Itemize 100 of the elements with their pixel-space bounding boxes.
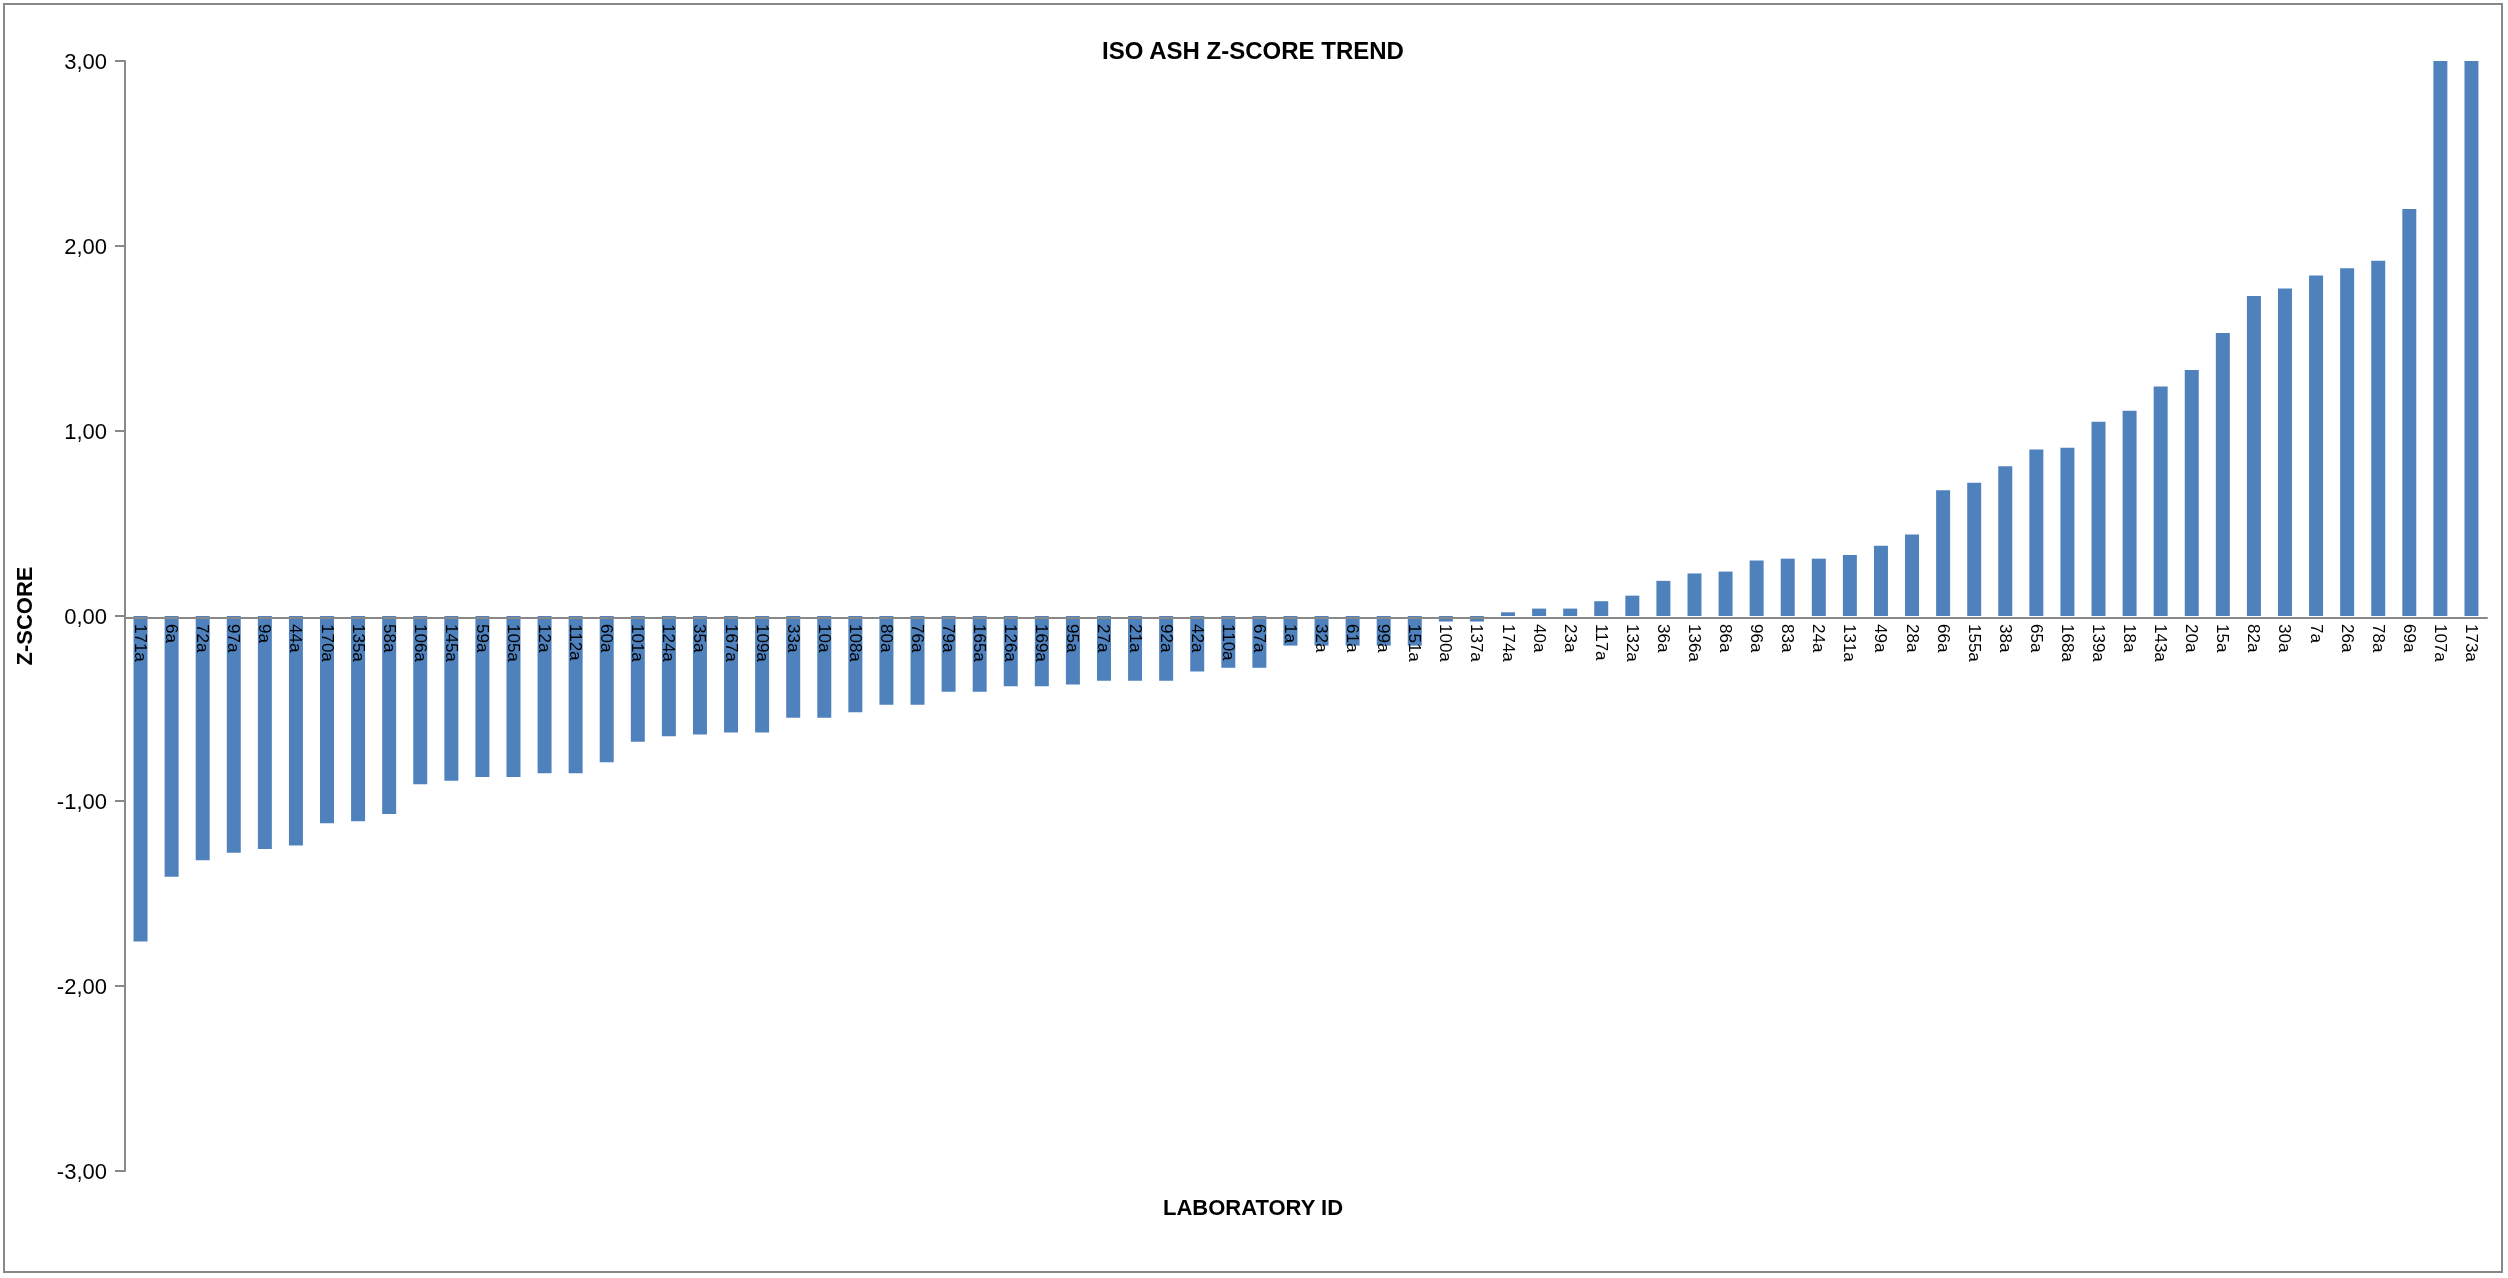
x-tick-label: 79a	[939, 624, 959, 653]
x-tick-label: 40a	[1529, 624, 1549, 653]
x-tick-label: 174a	[1498, 624, 1518, 663]
bar	[288, 616, 303, 846]
x-tick-label: 135a	[348, 624, 368, 663]
bar	[351, 616, 366, 822]
bar	[1749, 560, 1764, 616]
bar	[1656, 580, 1671, 616]
bar	[2277, 288, 2292, 616]
x-tick-label: 131a	[1840, 624, 1860, 663]
bar	[226, 616, 241, 853]
x-tick-label: 42a	[1187, 624, 1207, 653]
bar	[133, 616, 148, 942]
bar	[2060, 447, 2075, 616]
y-tick-label: -2,00	[56, 973, 107, 999]
x-tick-label: 167a	[721, 624, 741, 663]
x-tick-label: 66a	[1933, 624, 1953, 653]
bar	[2122, 410, 2137, 616]
x-tick-label: 171a	[131, 624, 151, 663]
bar	[2433, 61, 2448, 616]
y-axis-title: Z-SCORE	[11, 566, 37, 666]
x-tick-label: 32a	[1312, 624, 1332, 653]
bar	[2215, 332, 2230, 616]
x-tick-label: 6a	[162, 624, 182, 644]
x-tick-label: 23a	[1560, 624, 1580, 653]
x-tick-label: 139a	[2089, 624, 2109, 663]
x-tick-label: 109a	[752, 624, 772, 663]
bar	[2340, 268, 2355, 616]
x-tick-label: 44a	[286, 624, 306, 653]
x-tick-label: 83a	[1778, 624, 1798, 653]
x-tick-label: 110a	[1218, 624, 1238, 662]
x-tick-label: 169a	[1032, 624, 1052, 663]
bar	[1687, 573, 1702, 616]
x-tick-label: 105a	[503, 624, 523, 663]
x-tick-label: 165a	[970, 624, 990, 663]
y-tick-label: 1,00	[64, 418, 107, 444]
bar	[1905, 534, 1920, 616]
x-tick-label: 143a	[2151, 624, 2171, 663]
y-tick-label: -3,00	[56, 1158, 107, 1184]
x-tick-label: 80a	[876, 624, 896, 653]
x-tick-label: 21a	[1125, 624, 1145, 653]
x-tick-label: 30a	[2275, 624, 2295, 653]
chart-title: ISO ASH Z-SCORE TREND	[1102, 36, 1404, 64]
x-axis-title: LABORATORY ID	[1162, 1194, 1344, 1220]
x-tick-label: 7a	[2306, 624, 2326, 644]
x-tick-label: 15a	[2213, 624, 2233, 653]
x-tick-label: 173a	[2461, 624, 2481, 663]
bar	[257, 616, 272, 850]
x-tick-label: 60a	[597, 624, 617, 653]
bar	[2464, 61, 2479, 616]
bar	[1501, 612, 1516, 616]
bar	[1780, 558, 1795, 616]
y-tick-label: 0,00	[64, 603, 107, 629]
x-tick-label: 12a	[535, 624, 555, 653]
bar	[2371, 260, 2386, 616]
bar	[2246, 295, 2261, 616]
bar	[2091, 421, 2106, 616]
x-tick-label: 72a	[193, 624, 213, 653]
y-tick-label: 2,00	[64, 233, 107, 259]
x-tick-label: 126a	[1001, 624, 1021, 663]
bar	[1563, 608, 1578, 616]
bar	[1873, 545, 1888, 616]
x-tick-label: 97a	[224, 624, 244, 653]
x-tick-label: 170a	[317, 624, 337, 663]
x-tick-label: 124a	[659, 624, 679, 663]
x-tick-label: 1a	[1280, 624, 1300, 644]
x-tick-label: 137a	[1467, 624, 1487, 663]
bar	[1967, 482, 1982, 616]
bar	[2309, 275, 2324, 616]
bar	[1811, 558, 1826, 616]
x-tick-label: 59a	[472, 624, 492, 653]
x-tick-label: 38a	[1995, 624, 2015, 653]
x-tick-label: 35a	[690, 624, 710, 653]
x-tick-label: 33a	[783, 624, 803, 653]
x-tick-label: 96a	[1747, 624, 1767, 653]
y-tick-label: -1,00	[56, 788, 107, 814]
x-tick-label: 67a	[1249, 624, 1269, 653]
x-tick-label: 76a	[908, 624, 928, 653]
bar	[2029, 449, 2044, 616]
bar	[320, 616, 335, 824]
x-tick-label: 107a	[2430, 624, 2450, 663]
x-tick-label: 20a	[2182, 624, 2202, 653]
x-tick-label: 155a	[1964, 624, 1984, 663]
x-tick-label: 151a	[1405, 624, 1425, 663]
bar	[1842, 554, 1857, 616]
x-tick-label: 112a	[566, 624, 586, 662]
x-tick-label: 132a	[1622, 624, 1642, 663]
bar	[2153, 386, 2168, 616]
x-tick-label: 92a	[1156, 624, 1176, 653]
bar	[475, 616, 490, 777]
x-tick-label: 78a	[2368, 624, 2388, 653]
x-tick-label: 9a	[255, 624, 275, 644]
bar	[1594, 601, 1609, 616]
x-tick-label: 117a	[1591, 624, 1611, 662]
bar	[195, 616, 210, 861]
bar	[2184, 369, 2199, 616]
bar	[537, 616, 552, 774]
bar	[1625, 595, 1640, 616]
bar	[1532, 608, 1547, 616]
x-tick-label: 145a	[441, 624, 461, 663]
